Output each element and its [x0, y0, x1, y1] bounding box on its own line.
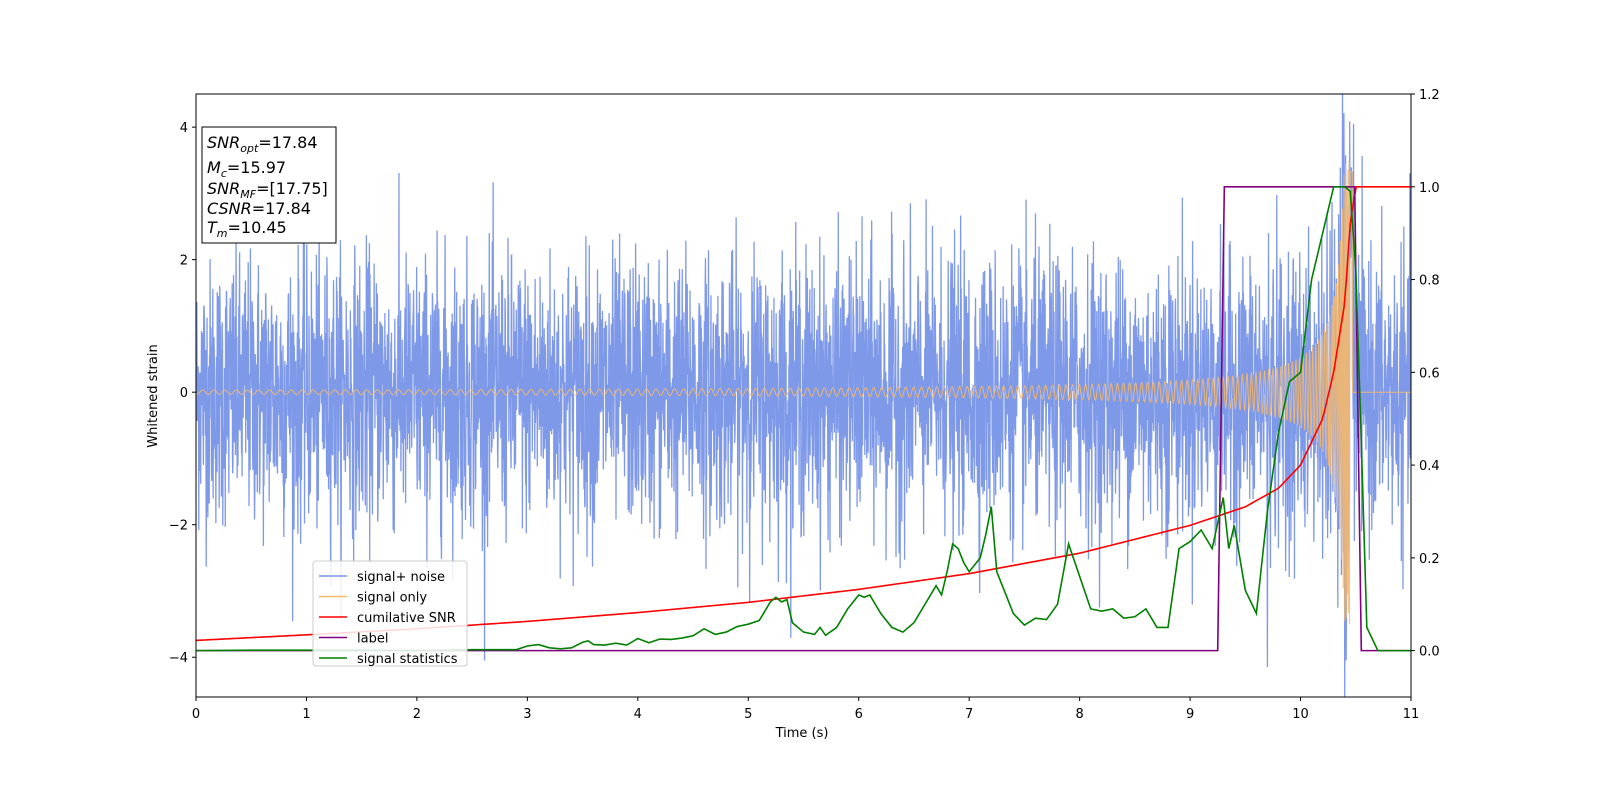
info-line: CSNR=17.84	[207, 199, 311, 218]
info-box-frame	[201, 126, 337, 244]
y-right-tick-label: 1.0	[1419, 181, 1440, 196]
plot-frame	[195, 93, 1412, 698]
info-box: SNRopt=17.84 Mc=15.97SNRMF=[17.75]CSNR=17…	[201, 126, 337, 244]
series-signal-statistics-line	[196, 185, 1411, 652]
info-line: Tm=10.45	[207, 218, 287, 240]
x-tick-label: 11	[1403, 707, 1420, 722]
y-right-tick-label: 0.8	[1419, 274, 1440, 289]
info-line: SNRopt=17.84	[207, 133, 318, 155]
x-tick-label: 3	[523, 707, 531, 722]
legend-label: signal+ noise	[357, 570, 445, 585]
x-tick-label: 5	[744, 707, 752, 722]
info-line: SNRMF=[17.75]	[207, 179, 328, 201]
y-right-tick-label: 1.2	[1419, 88, 1440, 103]
y-left-tick-label: −4	[169, 651, 188, 666]
y-left-tick-label: 0	[180, 386, 188, 401]
x-tick-label: 7	[965, 707, 973, 722]
legend-label: label	[357, 632, 388, 647]
x-tick-label: 4	[634, 707, 642, 722]
ticks-layer: 0 1 2 3 4 5 6 7 8 9 10 11 −4 −2 0 2 4 0.0 0.2 0.4 0.6 0.8 1.0 1…	[169, 88, 1440, 722]
y-left-tick-label: 4	[180, 121, 188, 136]
y-right-tick-label: 0.4	[1419, 459, 1440, 474]
series-signal-noise-line	[196, 94, 1411, 697]
x-tick-label: 6	[855, 707, 863, 722]
y-axis-label: Whitened strain	[146, 344, 161, 447]
legend-label: signal statistics	[357, 652, 458, 667]
x-tick-label: 9	[1186, 707, 1194, 722]
legend: signal+ noise signal only cumilative SNR la…	[312, 560, 468, 667]
x-tick-label: 0	[192, 707, 200, 722]
info-line: Mc=15.97	[207, 158, 286, 180]
legend-label: signal only	[357, 591, 427, 606]
y-left-tick-label: −2	[169, 519, 188, 534]
legend-label: cumilative SNR	[357, 611, 456, 626]
legend-frame	[312, 560, 468, 667]
y-left-tick-label: 2	[180, 254, 188, 269]
x-tick-label: 2	[413, 707, 421, 722]
x-tick-label: 8	[1075, 707, 1083, 722]
y-right-tick-label: 0.0	[1419, 645, 1440, 660]
y-right-tick-label: 0.6	[1419, 366, 1440, 381]
x-tick-label: 1	[302, 707, 310, 722]
x-tick-label: 10	[1292, 707, 1309, 722]
x-axis-label: Time (s)	[775, 726, 829, 741]
y-right-tick-label: 0.2	[1419, 552, 1440, 567]
series-signal-only-line	[196, 160, 1411, 625]
series-label-line	[196, 185, 1411, 652]
